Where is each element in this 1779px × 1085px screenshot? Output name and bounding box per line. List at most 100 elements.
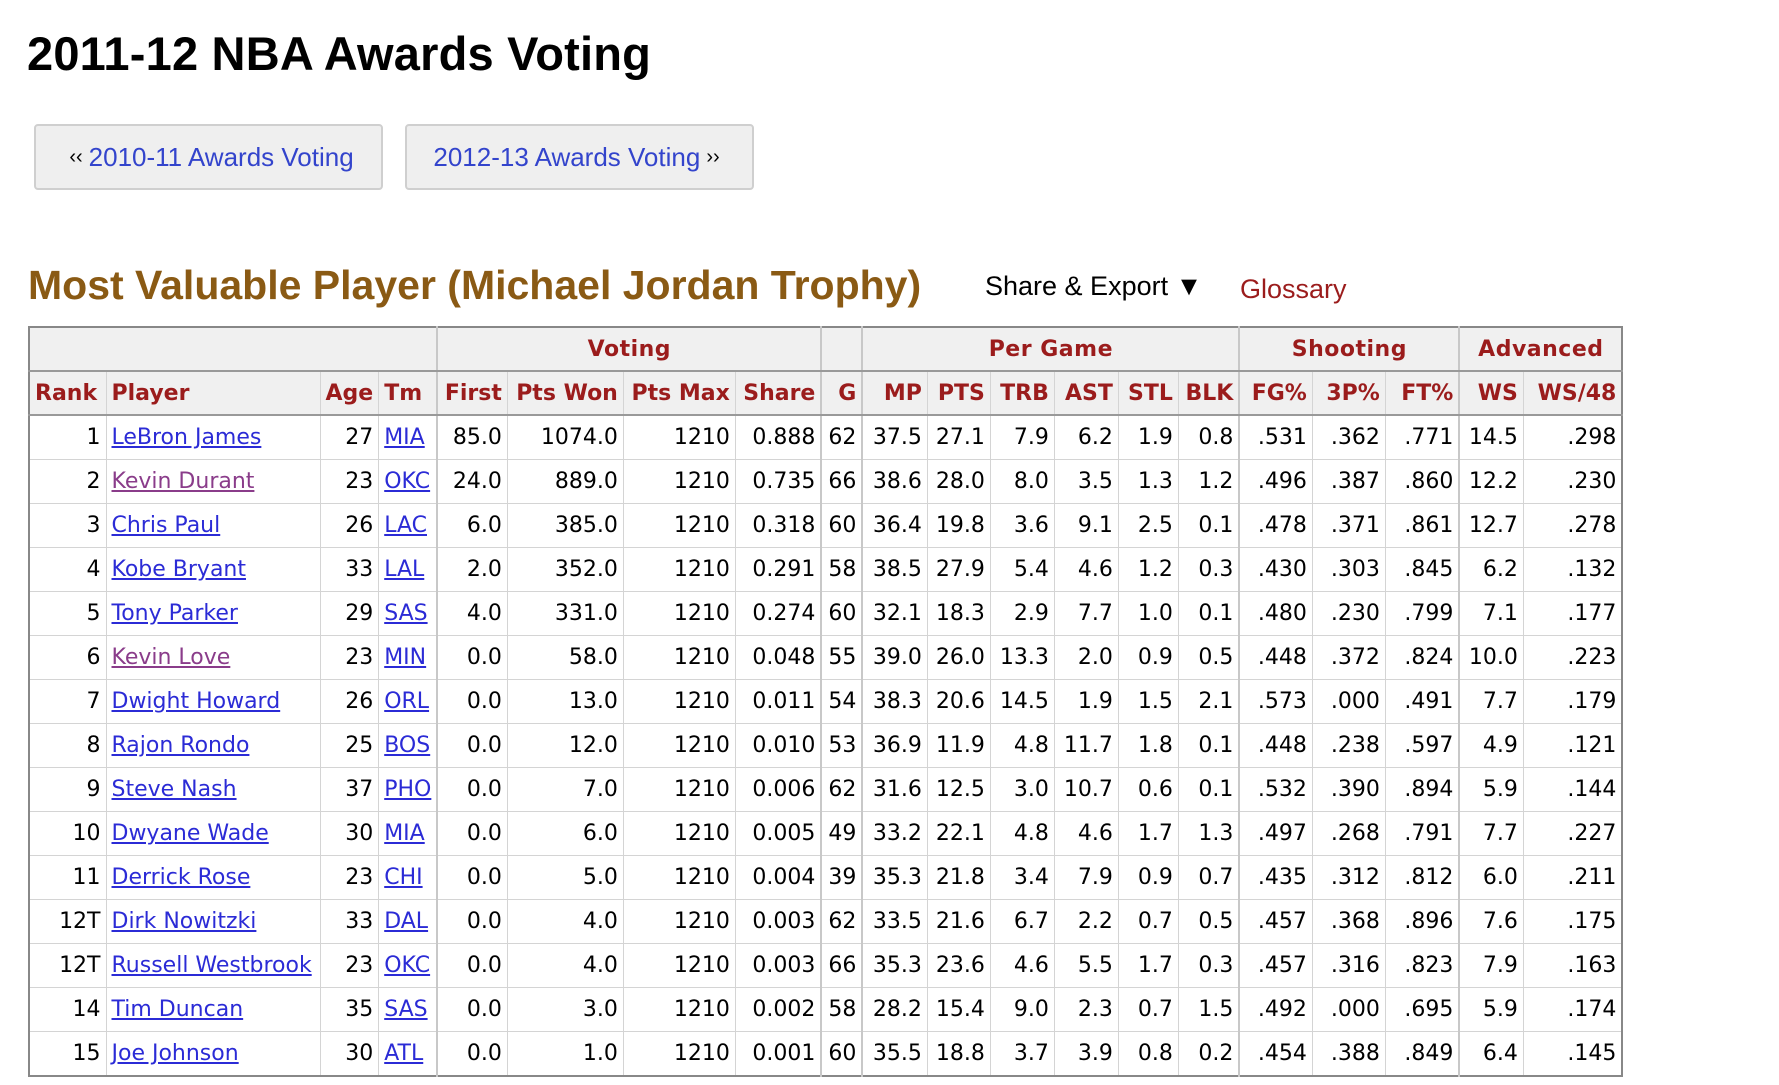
col-header-pts[interactable]: PTS [926, 370, 991, 416]
col-header-ws-48[interactable]: WS/48 [1522, 370, 1623, 416]
team-link[interactable]: BOS [384, 733, 431, 758]
team-link[interactable]: ORL [384, 689, 430, 714]
col-header-3p-pct[interactable]: 3P% [1311, 370, 1386, 416]
player-link[interactable]: Dirk Nowitzki [111, 909, 257, 934]
col-header-ws[interactable]: WS [1458, 370, 1524, 416]
team-link[interactable]: ATL [384, 1041, 424, 1066]
cell-ast: 7.9 [1053, 855, 1119, 900]
col-header-first[interactable]: First [436, 370, 508, 416]
section-title: Most Valuable Player (Michael Jordan Tro… [28, 262, 922, 308]
team-link[interactable]: MIA [384, 821, 425, 846]
cell-ws: 7.7 [1458, 679, 1524, 724]
col-header-ft-pct[interactable]: FT% [1384, 370, 1460, 416]
cell-pts: 12.5 [926, 767, 991, 812]
prev-season-button[interactable]: ‹‹ 2010-11 Awards Voting [34, 124, 383, 190]
share-export-menu[interactable]: Share & Export ▼ [985, 271, 1203, 301]
cell-fg-pct: .478 [1238, 503, 1313, 548]
cell-pts-won: 7.0 [506, 767, 624, 812]
col-header-tm[interactable]: Tm [378, 370, 438, 416]
cell-age: 30 [319, 1031, 380, 1077]
cell-g: 62 [820, 899, 863, 944]
cell-ws: 6.4 [1458, 1031, 1524, 1077]
cell-pts-max: 1210 [622, 723, 736, 768]
col-header-player[interactable]: Player [105, 370, 321, 416]
cell-ws: 7.6 [1458, 899, 1524, 944]
cell-player: Dwyane Wade [105, 811, 321, 856]
cell-share: 0.005 [734, 811, 822, 856]
cell-trb: 7.9 [989, 414, 1055, 460]
cell-ast: 2.2 [1053, 899, 1119, 944]
team-link[interactable]: DAL [384, 909, 429, 934]
cell-team: DAL [378, 899, 438, 944]
team-link[interactable]: LAC [384, 513, 427, 538]
col-header-blk[interactable]: BLK [1177, 370, 1240, 416]
cell-pts-max: 1210 [622, 767, 736, 812]
team-link[interactable]: MIA [384, 425, 425, 450]
cell-age: 37 [319, 767, 380, 812]
player-link[interactable]: Dwyane Wade [111, 821, 269, 846]
cell-pts-won: 6.0 [506, 811, 624, 856]
cell-rank: 5 [28, 591, 107, 636]
cell-ws-48: .144 [1522, 767, 1623, 812]
player-link[interactable]: Kobe Bryant [111, 557, 247, 582]
player-link[interactable]: Rajon Rondo [111, 733, 250, 758]
team-link[interactable]: PHO [384, 777, 432, 802]
cell-3p-pct: .238 [1311, 723, 1386, 768]
cell-fg-pct: .480 [1238, 591, 1313, 636]
team-link[interactable]: SAS [384, 997, 428, 1022]
player-link[interactable]: Derrick Rose [111, 865, 251, 890]
team-link[interactable]: SAS [384, 601, 428, 626]
col-header-mp[interactable]: MP [861, 370, 928, 416]
cell-g: 66 [820, 459, 863, 504]
cell-trb: 8.0 [989, 459, 1055, 504]
col-header-age[interactable]: Age [319, 370, 380, 416]
player-link[interactable]: Tony Parker [111, 601, 238, 626]
cell-blk: 0.5 [1177, 635, 1240, 680]
col-header-rank[interactable]: Rank [28, 370, 107, 416]
player-link[interactable]: LeBron James [111, 425, 262, 450]
over-header-row: Voting Per Game Shooting Advanced [28, 326, 1623, 372]
col-header-fg-pct[interactable]: FG% [1238, 370, 1313, 416]
col-header-pts-max[interactable]: Pts Max [622, 370, 736, 416]
cell-ast: 11.7 [1053, 723, 1119, 768]
cell-ft-pct: .812 [1384, 855, 1460, 900]
cell-player: Tim Duncan [105, 987, 321, 1032]
cell-first: 0.0 [436, 899, 508, 944]
cell-team: SAS [378, 591, 438, 636]
player-link[interactable]: Chris Paul [111, 513, 221, 538]
cell-ws-48: .227 [1522, 811, 1623, 856]
col-header-g[interactable]: G [820, 370, 863, 416]
player-link[interactable]: Russell Westbrook [111, 953, 312, 978]
col-header-share[interactable]: Share [734, 370, 822, 416]
col-header-trb[interactable]: TRB [989, 370, 1055, 416]
cell-ft-pct: .861 [1384, 503, 1460, 548]
glossary-link[interactable]: Glossary [1240, 274, 1347, 304]
cell-ft-pct: .491 [1384, 679, 1460, 724]
cell-3p-pct: .316 [1311, 943, 1386, 988]
player-link[interactable]: Kevin Durant [111, 469, 255, 494]
player-link[interactable]: Steve Nash [111, 777, 237, 802]
team-link[interactable]: OKC [384, 953, 431, 978]
col-header-pts-won[interactable]: Pts Won [506, 370, 624, 416]
col-header-stl[interactable]: STL [1117, 370, 1179, 416]
cell-age: 26 [319, 679, 380, 724]
player-link[interactable]: Kevin Love [111, 645, 231, 670]
next-season-button[interactable]: 2012-13 Awards Voting ›› [405, 124, 754, 190]
cell-share: 0.048 [734, 635, 822, 680]
cell-g: 39 [820, 855, 863, 900]
team-link[interactable]: MIN [384, 645, 427, 670]
cell-pts: 20.6 [926, 679, 991, 724]
table-row: 1 LeBron James 27 MIA 85.0 1074.0 1210 0.888 62 3… [28, 414, 1623, 460]
cell-first: 0.0 [436, 723, 508, 768]
team-link[interactable]: CHI [384, 865, 423, 890]
cell-mp: 38.5 [861, 547, 928, 592]
player-link[interactable]: Tim Duncan [111, 997, 244, 1022]
cell-pts-max: 1210 [622, 459, 736, 504]
player-link[interactable]: Joe Johnson [111, 1041, 239, 1066]
col-header-ast[interactable]: AST [1053, 370, 1119, 416]
team-link[interactable]: LAL [384, 557, 425, 582]
team-link[interactable]: OKC [384, 469, 431, 494]
player-link[interactable]: Dwight Howard [111, 689, 281, 714]
cell-stl: 2.5 [1117, 503, 1179, 548]
cell-age: 33 [319, 547, 380, 592]
